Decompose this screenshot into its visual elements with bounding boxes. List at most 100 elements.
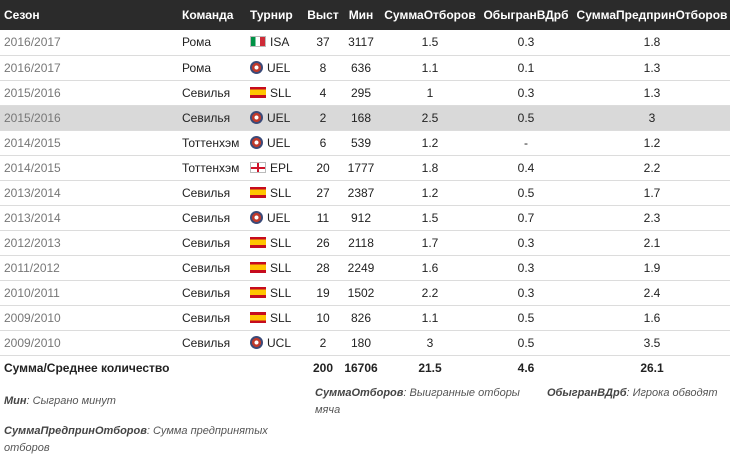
cell-apps: 4 [319,85,327,100]
table-row[interactable]: 2012/2013 Севилья SLL 26 2118 1.7 0.3 2.1 [0,230,730,255]
tournament-label: UCL [267,335,292,350]
table-row[interactable]: 2016/2017 Рома ISA 37 3117 1.5 0.3 1.8 [0,30,730,55]
cell-tournament: SLL [246,255,306,280]
cell-team[interactable]: Рома [182,60,212,75]
cell-tournament: SLL [246,305,306,330]
cell-tackles: 2.5 [421,110,439,125]
flag-en-icon [250,161,266,173]
header-season[interactable]: Сезон [4,8,40,22]
flag-es-icon [250,236,266,248]
table-row[interactable]: 2010/2011 Севилья SLL 19 1502 2.2 0.3 2.4 [0,280,730,305]
tournament-label: SLL [270,310,292,325]
cell-team[interactable]: Севилья [182,85,231,100]
cell-dribbled: 0.7 [517,210,535,225]
table-row[interactable]: 2015/2016 Севилья SLL 4 295 1 0.3 1.3 [0,80,730,105]
cell-apps: 8 [319,60,327,75]
cell-tackles: 1.2 [421,135,439,150]
cell-apps: 10 [316,310,330,325]
cell-tackles: 1.8 [421,160,439,175]
flag-es-icon [250,86,266,98]
legend-attempts: СуммаПредпринОтборов: Сумма предпринятых… [4,423,304,457]
cell-team[interactable]: Севилья [182,260,231,275]
cell-team[interactable]: Тоттенхэм [182,135,240,150]
uefa-logo-icon [250,210,263,224]
cell-attempts: 1.2 [643,135,661,150]
table-row[interactable]: 2015/2016 Севилья UEL 2 168 2.5 0.5 3 [0,105,730,130]
cell-season: 2014/2015 [4,135,61,150]
tournament-label: SLL [270,285,292,300]
cell-tackles: 1.7 [421,235,439,250]
cell-dribbled: 0.5 [517,185,535,200]
cell-mins: 168 [350,110,372,125]
cell-team[interactable]: Севилья [182,185,231,200]
cell-team[interactable]: Севилья [182,285,231,300]
cell-season: 2014/2015 [4,160,61,175]
total-row: Сумма/Среднее количество 200 16706 21.5 4.6 2… [0,355,730,381]
table-row[interactable]: 2013/2014 Севилья SLL 27 2387 1.2 0.5 1.7 [0,180,730,205]
total-tackles: 21.5 [418,361,442,376]
header-mins[interactable]: Мин [348,8,374,22]
header-tournament[interactable]: Турнир [250,8,293,22]
cell-team[interactable]: Севилья [182,235,231,250]
table-row[interactable]: 2014/2015 Тоттенхэм UEL 6 539 1.2 - 1.2 [0,130,730,155]
cell-dribbled: 0.3 [517,35,535,50]
cell-apps: 2 [319,335,327,350]
flag-es-icon [250,261,266,273]
table-row[interactable]: 2014/2015 Тоттенхэм EPL 20 1777 1.8 0.4 2.2 [0,155,730,180]
cell-tackles: 2.2 [421,285,439,300]
uefa-logo-icon [250,110,263,124]
table-row[interactable]: 2009/2010 Севилья SLL 10 826 1.1 0.5 1.6 [0,305,730,330]
cell-apps: 27 [316,185,330,200]
cell-mins: 2387 [347,185,375,200]
cell-team[interactable]: Севилья [182,335,231,350]
cell-season: 2012/2013 [4,235,61,250]
cell-team[interactable]: Севилья [182,210,231,225]
header-tackles[interactable]: СуммаОтборов [384,8,476,22]
cell-apps: 11 [316,210,330,225]
cell-apps: 19 [316,285,330,300]
table-row[interactable]: 2016/2017 Рома UEL 8 636 1.1 0.1 1.3 [0,55,730,80]
cell-tournament: SLL [246,80,306,105]
cell-tackles: 1.2 [421,185,439,200]
player-stats-table: Сезон Команда Турнир Выст Мин СуммаОтбор… [0,0,730,381]
cell-apps: 28 [316,260,330,275]
cell-team[interactable]: Севилья [182,310,231,325]
legend-mins: Мин: Сыграно минут [4,393,294,410]
header-attempts[interactable]: СуммаПредпринОтборов [576,8,728,22]
cell-team[interactable]: Севилья [182,110,231,125]
cell-season: 2011/2012 [4,260,60,275]
cell-dribbled: 0.5 [517,335,535,350]
cell-attempts: 1.8 [643,35,661,50]
cell-tackles: 1.5 [421,35,439,50]
legend-mins-key: Мин [4,395,27,407]
tournament-label: UEL [267,60,291,75]
cell-season: 2016/2017 [4,60,61,75]
cell-tackles: 1.1 [421,60,439,75]
tournament-label: SLL [270,85,292,100]
tournament-label: SLL [270,260,292,275]
table-body: 2016/2017 Рома ISA 37 3117 1.5 0.3 1.8 2016/2017… [0,30,730,381]
table-row[interactable]: 2011/2012 Севилья SLL 28 2249 1.6 0.3 1.9 [0,255,730,280]
cell-mins: 1777 [347,160,375,175]
cell-mins: 3117 [348,35,374,50]
cell-mins: 2118 [348,235,374,250]
cell-team[interactable]: Рома [182,35,212,50]
tournament-label: UEL [267,210,291,225]
cell-dribbled: 0.3 [517,85,535,100]
cell-dribbled: 0.3 [517,235,535,250]
cell-attempts: 2.3 [643,210,661,225]
table-row[interactable]: 2009/2010 Севилья UCL 2 180 3 0.5 3.5 [0,330,730,355]
table-row[interactable]: 2013/2014 Севилья UEL 11 912 1.5 0.7 2.3 [0,205,730,230]
cell-mins: 826 [350,310,372,325]
cell-mins: 295 [350,85,372,100]
cell-dribbled: - [524,135,528,150]
header-dribbled[interactable]: ОбыгранВДрб [483,8,569,22]
header-apps[interactable]: Выст [307,8,339,22]
tournament-label: SLL [270,235,292,250]
cell-season: 2009/2010 [4,310,61,325]
cell-season: 2016/2017 [4,35,61,50]
cell-team[interactable]: Тоттенхэм [182,160,240,175]
cell-dribbled: 0.5 [517,110,535,125]
header-team[interactable]: Команда [182,8,234,22]
cell-attempts: 3.5 [643,335,661,350]
